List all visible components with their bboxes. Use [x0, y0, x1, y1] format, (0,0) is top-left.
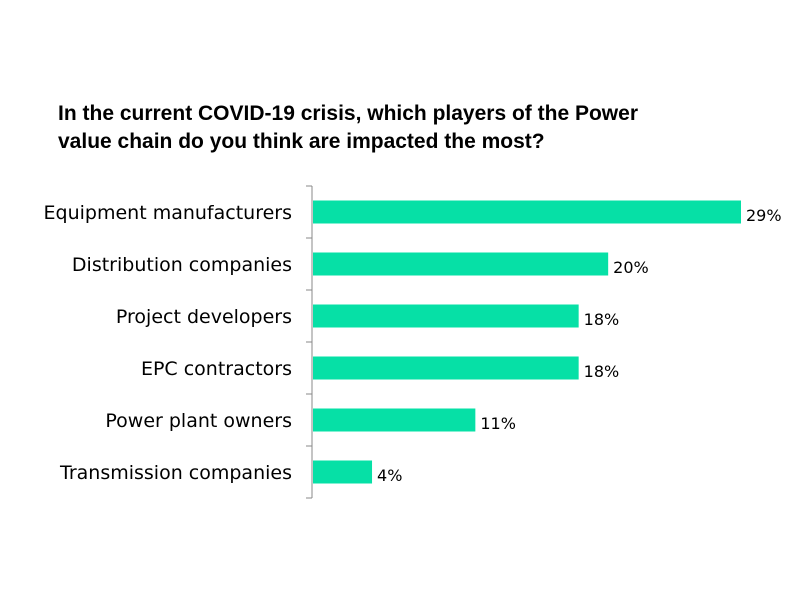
chart-title: In the current COVID-19 crisis, which pl… — [58, 100, 758, 156]
bar — [313, 356, 579, 380]
data-label: 11% — [480, 414, 516, 433]
bar — [313, 252, 609, 276]
category-label: Equipment manufacturers — [44, 202, 292, 224]
chart-title-line-2: value chain do you think are impacted th… — [58, 130, 545, 153]
data-label: 20% — [613, 258, 649, 277]
chart-title-line-1: In the current COVID-19 crisis, which pl… — [58, 102, 638, 125]
data-label: 18% — [584, 362, 620, 381]
category-label: Distribution companies — [72, 254, 292, 276]
category-label: Transmission companies — [59, 462, 292, 484]
category-label: EPC contractors — [141, 358, 292, 380]
category-label: Power plant owners — [105, 410, 292, 432]
bar — [313, 304, 579, 328]
data-label: 29% — [746, 206, 782, 225]
data-label: 4% — [377, 466, 402, 485]
bar — [313, 200, 741, 224]
category-label: Project developers — [116, 306, 292, 328]
data-label: 18% — [584, 310, 620, 329]
bar — [313, 408, 476, 432]
bar — [313, 460, 373, 484]
